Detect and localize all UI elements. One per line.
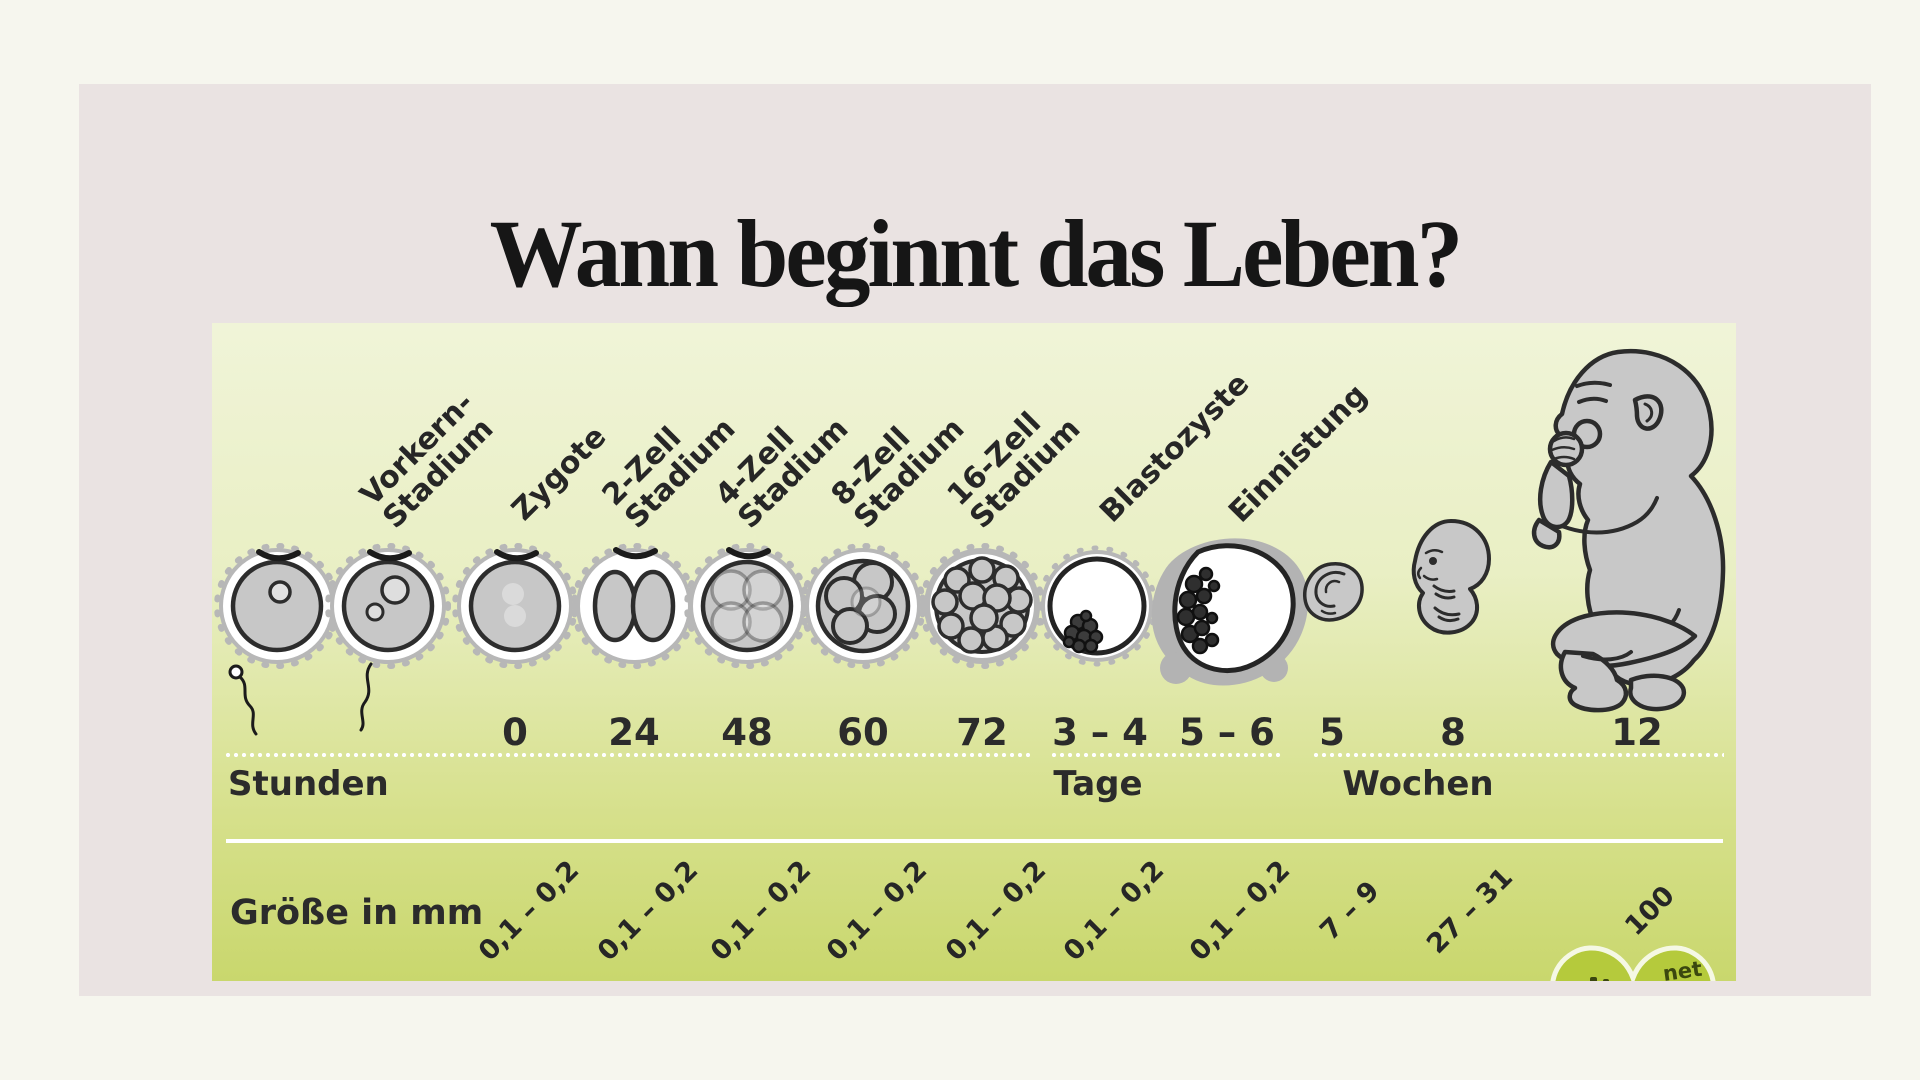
size-value-week8: 27 – 31 [1421, 862, 1519, 960]
eight-cell-stage-icon [788, 534, 938, 684]
size-value-2-zell: 0,1 – 0,2 [591, 854, 705, 968]
blastocyst-icon [1022, 534, 1172, 684]
size-value-blastozyste: 0,1 – 0,2 [1057, 854, 1171, 968]
tick-weeks-5: 5 [1319, 711, 1345, 754]
unit-label-weeks: Wochen [1342, 764, 1494, 804]
sperm-icon [228, 664, 258, 736]
fetus-week12-icon [1531, 338, 1733, 728]
infographic-card: Wann beginnt das Leben? Embryonale Entwi… [79, 84, 1871, 996]
pronucleus-stage-icon [313, 534, 463, 734]
sperm-tail-icon [359, 662, 373, 732]
size-value-8-zell: 0,1 – 0,2 [820, 854, 934, 968]
axis-dotted-line-days [1052, 753, 1282, 757]
tick-days-3-4: 3 – 4 [1052, 711, 1148, 754]
logo-text: net [1661, 957, 1703, 981]
size-row-label: Größe in mm [230, 893, 484, 933]
tick-hours-0: 0 [502, 711, 528, 754]
size-value-week5: 7 – 9 [1314, 875, 1386, 947]
tick-hours-60: 60 [837, 711, 889, 754]
size-value-zygote: 0,1 – 0,2 [472, 854, 586, 968]
two-cell-stage-icon [559, 534, 709, 684]
clipped-logo-letter [1590, 977, 1597, 981]
tick-hours-24: 24 [608, 711, 660, 754]
unit-label-days: Tage [1053, 764, 1143, 804]
egg-with-sperm-icon [212, 534, 352, 749]
clipped-logo-letter [1603, 979, 1609, 981]
size-value-einnistung: 0,1 – 0,2 [1183, 854, 1297, 968]
axis-dotted-line-weeks [1314, 753, 1724, 757]
inner-cell-mass [1062, 609, 1104, 654]
development-timeline-panel: Vorkern- Stadium Zygote 2-Zell Stadium 4-Z… [212, 323, 1736, 981]
section-divider-line [226, 839, 1723, 843]
implantation-icon [1136, 526, 1316, 706]
unit-label-hours: Stunden [228, 764, 389, 804]
tick-hours-48: 48 [721, 711, 773, 754]
sixteen-cell-stage-icon [907, 534, 1057, 684]
tick-days-5-6: 5 – 6 [1179, 711, 1275, 754]
heart-logo: net [1538, 933, 1728, 981]
tick-weeks-8: 8 [1440, 711, 1466, 754]
inner-cell-mass [1176, 566, 1221, 655]
tick-weeks-12: 12 [1611, 711, 1663, 754]
zygote-icon [440, 534, 590, 684]
four-cell-stage-icon [672, 534, 822, 684]
size-value-16-zell: 0,1 – 0,2 [939, 854, 1053, 968]
size-value-4-zell: 0,1 – 0,2 [704, 854, 818, 968]
page-title: Wann beginnt das Leben? [489, 200, 1464, 307]
tick-hours-72: 72 [956, 711, 1008, 754]
embryo-week8-icon [1404, 516, 1499, 641]
axis-dotted-line-hours [226, 753, 1030, 757]
embryo-week5-icon [1298, 559, 1368, 629]
